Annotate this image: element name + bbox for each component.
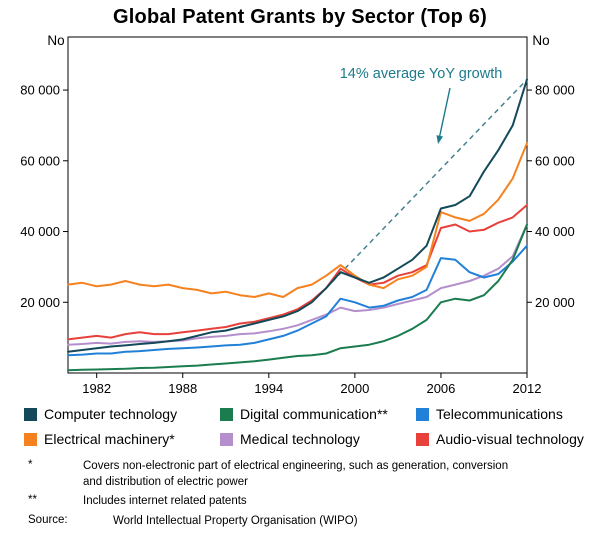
series-line: [67, 204, 528, 341]
series-line: [67, 223, 528, 372]
series-line: [67, 142, 528, 298]
legend-swatch-medical: [220, 432, 233, 446]
footnotes: * Covers non-electronic part of electric…: [0, 447, 600, 529]
svg-text:1982: 1982: [82, 381, 111, 396]
legend-label-electrical: Electrical machinery*: [44, 431, 175, 447]
legend-label-audiovisual: Audio-visual technology: [436, 431, 584, 447]
svg-text:20 000: 20 000: [535, 295, 575, 310]
legend-item-computer: Computer technology: [24, 406, 220, 422]
svg-text:40 000: 40 000: [535, 224, 575, 239]
svg-text:No: No: [532, 33, 549, 48]
footnote-text: Covers non-electronic part of electrical…: [83, 460, 509, 488]
chart-title: Global Patent Grants by Sector (Top 6): [113, 6, 487, 28]
legend-swatch-telecom: [416, 407, 429, 421]
svg-text:2000: 2000: [340, 381, 369, 396]
legend-item-digital: Digital communication**: [220, 406, 416, 422]
legend-swatch-computer: [24, 407, 37, 421]
legend-swatch-audiovisual: [416, 432, 429, 446]
legend-item-audiovisual: Audio-visual technology: [416, 431, 600, 447]
series-line: [67, 78, 528, 353]
legend-item-electrical: Electrical machinery*: [24, 431, 220, 447]
legend-swatch-electrical: [24, 432, 37, 446]
svg-text:No: No: [47, 33, 64, 48]
footnote-text: Includes internet related patents: [83, 495, 247, 508]
footnote-marker: **: [28, 494, 37, 507]
trend-dashed-line: [325, 78, 528, 289]
legend-label-digital: Digital communication**: [240, 406, 388, 422]
svg-text:80 000: 80 000: [535, 83, 575, 98]
svg-text:1994: 1994: [254, 381, 283, 396]
legend-label-medical: Medical technology: [240, 431, 360, 447]
svg-text:40 000: 40 000: [20, 224, 60, 239]
legend-label-computer: Computer technology: [44, 406, 178, 422]
series-line: [67, 223, 528, 346]
svg-text:1988: 1988: [168, 381, 197, 396]
svg-text:2012: 2012: [513, 381, 542, 396]
footnote-double-asterisk: ** Includes internet related patents: [28, 494, 600, 510]
svg-text:80 000: 80 000: [20, 83, 60, 98]
svg-text:20 000: 20 000: [20, 295, 60, 310]
series-line: [67, 244, 528, 357]
svg-text:2006: 2006: [426, 381, 455, 396]
legend-item-medical: Medical technology: [220, 431, 416, 447]
patent-grants-line-chart: 20 000 20 000 40 000 40 000 60 000 60 000 80 0…: [20, 33, 575, 396]
footnote-source: Source: World Intellectual Property Orga…: [28, 514, 600, 530]
annotation-arrow: [438, 87, 451, 139]
growth-annotation: 14% average YoY growth: [340, 66, 503, 82]
svg-text:60 000: 60 000: [535, 153, 575, 168]
legend-swatch-digital: [220, 407, 233, 421]
chart-legend: Computer technology Digital communicatio…: [0, 402, 600, 447]
svg-text:60 000: 60 000: [20, 153, 60, 168]
legend-item-telecom: Telecommunications: [416, 406, 600, 422]
footnote-source-label: Source:: [28, 513, 68, 526]
footnote-source-text: World Intellectual Property Organisation…: [113, 514, 358, 527]
footnote-marker: *: [28, 459, 33, 471]
legend-label-telecom: Telecommunications: [436, 406, 563, 422]
annotation-arrowhead: [436, 135, 444, 144]
footnote-asterisk: * Covers non-electronic part of electric…: [28, 459, 600, 490]
